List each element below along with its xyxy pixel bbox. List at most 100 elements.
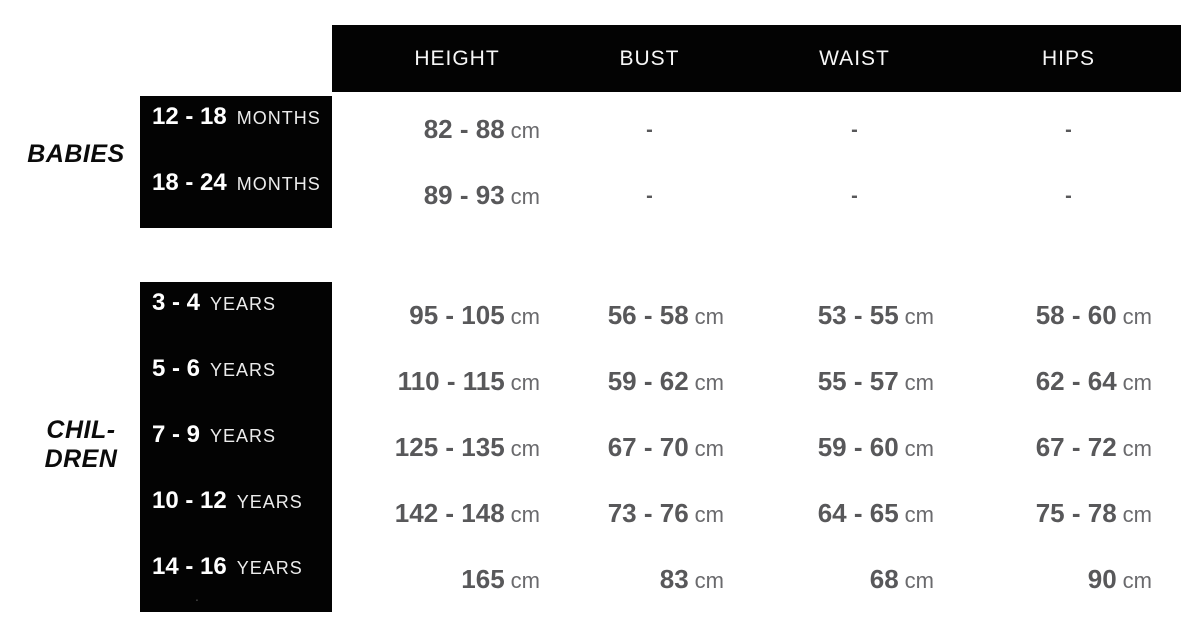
group-label-babies: BABIES [0,140,152,169]
age-range-cell: 3 - 4 YEARS [140,289,332,329]
height-unit: cm [510,303,540,329]
bust-value-cell: 67 - 70 cm [562,432,737,463]
hips-value: - [1065,185,1072,207]
age-unit-text: YEARS [210,360,277,380]
waist-value: 64 - 65 [817,497,899,528]
age-range-text: 5 - 6 [152,355,201,382]
waist-unit: cm [904,303,934,329]
hips-unit: cm [1122,303,1152,329]
age-range-cell: 5 - 6 YEARS [140,355,332,395]
bust-value: - [646,185,653,207]
group-label-children: CHIL- DREN [0,416,162,474]
height-value-cell: 165 cm [332,564,562,595]
waist-value: 55 - 57 [817,365,899,396]
height-unit: cm [510,501,540,527]
height-value-cell: 125 - 135 cm [332,432,562,463]
hips-unit: cm [1122,435,1152,461]
group-label-babies-line: BABIES [27,140,125,168]
hips-value-cell: - [964,116,1173,142]
column-header-height: HEIGHT [414,46,500,70]
height-value-cell: 142 - 148 cm [332,498,562,529]
age-range-wrap: 3 - 4 YEARS [152,289,332,317]
age-unit-text: YEARS [210,294,277,314]
waist-value: - [851,119,858,141]
age-unit-text: YEARS [210,426,277,446]
stray-period-mark: . [195,588,199,604]
hips-value: - [1065,119,1072,141]
hips-unit: cm [1122,567,1152,593]
size-row-10-12-years: 10 - 12 YEARS 142 - 148 cm 73 - 76 cm 64 - … [0,480,1181,546]
hips-value: 62 - 64 [1035,365,1117,396]
bust-unit: cm [694,303,724,329]
hips-value-cell: 62 - 64 cm [972,366,1181,397]
age-range-cell: 10 - 12 YEARS [140,487,332,527]
bust-value: 56 - 58 [607,299,689,330]
hips-value: 67 - 72 [1035,431,1117,462]
hips-unit: cm [1122,501,1152,527]
age-range-text: 18 - 24 [152,169,227,196]
bust-value-cell: 83 cm [562,564,737,595]
bust-unit: cm [694,501,724,527]
bust-value-cell: 56 - 58 cm [562,300,737,331]
bust-value: 59 - 62 [607,365,689,396]
waist-value: - [851,185,858,207]
bust-unit: cm [694,369,724,395]
waist-value: 59 - 60 [817,431,899,462]
waist-value-cell: - [737,116,972,142]
bust-value: 67 - 70 [607,431,689,462]
age-range-text: 12 - 18 [152,103,227,130]
age-range-wrap: 14 - 16 YEARS [152,553,332,581]
height-unit: cm [510,117,540,143]
age-range-text: 14 - 16 [152,553,227,580]
size-row-7-9-years: 7 - 9 YEARS 125 - 135 cm 67 - 70 cm 59 - 60… [0,414,1181,480]
group-label-children-line-1: CHIL- [46,416,116,444]
age-range-wrap: 10 - 12 YEARS [152,487,332,515]
column-header-bust: BUST [619,46,680,70]
waist-value-cell: - [737,182,972,208]
age-range-text: 7 - 9 [152,421,201,448]
waist-unit: cm [904,369,934,395]
age-range-wrap: 12 - 18 MONTHS [152,103,332,131]
waist-value-cell: 59 - 60 cm [737,432,972,463]
height-value-cell: 95 - 105 cm [332,300,562,331]
age-range-wrap: 18 - 24 MONTHS [152,169,332,197]
height-value: 142 - 148 [394,497,505,528]
waist-value-cell: 53 - 55 cm [737,300,972,331]
waist-value-cell: 64 - 65 cm [737,498,972,529]
size-row-5-6-years: 5 - 6 YEARS 110 - 115 cm 59 - 62 cm 55 - 57… [0,348,1181,414]
hips-value-cell: 67 - 72 cm [972,432,1181,463]
height-unit: cm [510,369,540,395]
waist-unit: cm [904,501,934,527]
age-range-text: 10 - 12 [152,487,227,514]
age-range-wrap: 7 - 9 YEARS [152,421,332,449]
height-unit: cm [510,183,540,209]
bust-value: 83 [659,563,689,594]
age-unit-text: YEARS [236,558,303,578]
size-row-12-18-months: 12 - 18 MONTHS 82 - 88 cm - - - [0,96,1181,162]
waist-unit: cm [904,567,934,593]
bust-value: 73 - 76 [607,497,689,528]
age-range-cell: 18 - 24 MONTHS [140,169,332,209]
height-value: 125 - 135 [394,431,505,462]
height-value-cell: 82 - 88 cm [332,114,562,145]
age-range-text: 3 - 4 [152,289,201,316]
age-range-cell: 7 - 9 YEARS [140,421,332,461]
bust-value: - [646,119,653,141]
waist-value-cell: 55 - 57 cm [737,366,972,397]
column-header-hips: HIPS [1041,46,1095,70]
bust-value-cell: - [562,116,737,142]
height-unit: cm [510,567,540,593]
height-value: 110 - 115 [397,365,505,396]
height-value: 89 - 93 [423,179,505,210]
column-header-waist: WAIST [819,46,890,70]
children-age-box [140,282,332,612]
age-range-cell: 12 - 18 MONTHS [140,103,332,143]
height-value: 165 [461,563,505,594]
hips-unit: cm [1122,369,1152,395]
size-row-14-16-years: 14 - 16 YEARS 165 cm 83 cm 68 cm 90 cm [0,546,1181,612]
babies-age-box [140,96,332,228]
waist-value: 53 - 55 [817,299,899,330]
waist-value: 68 [869,563,899,594]
age-range-wrap: 5 - 6 YEARS [152,355,332,383]
